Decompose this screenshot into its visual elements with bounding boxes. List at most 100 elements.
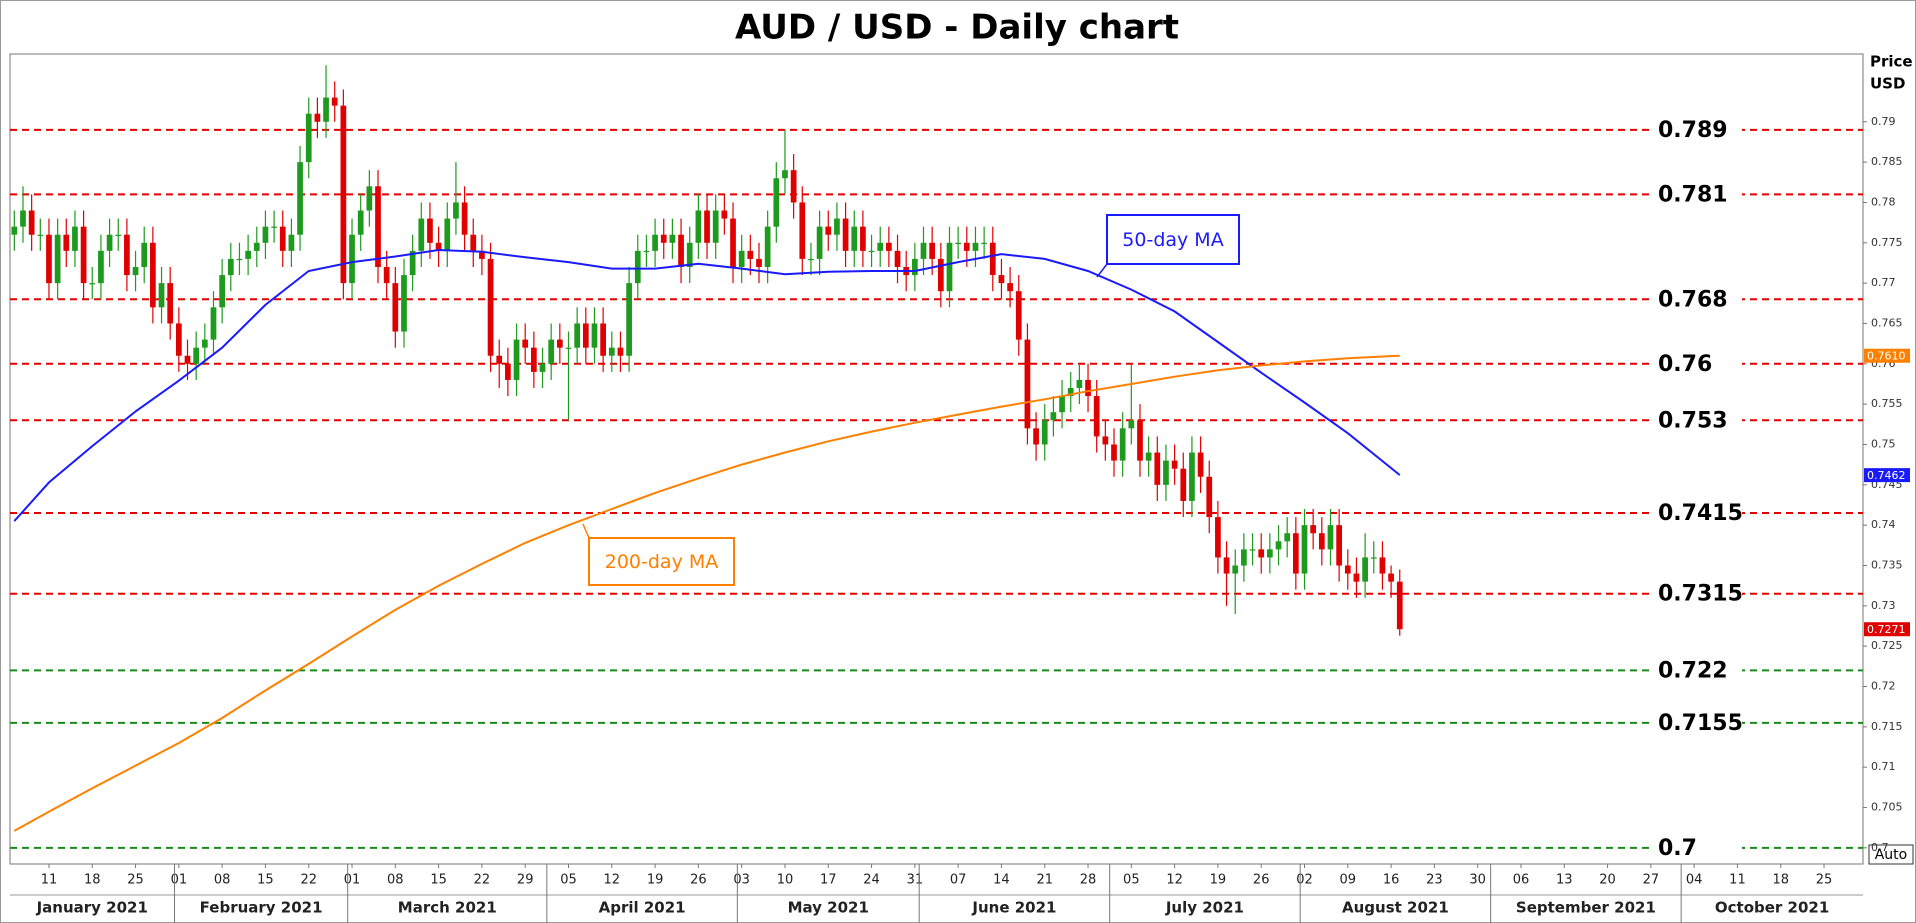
x-tick-label: 26 [690,873,707,888]
candle-body [1024,339,1031,429]
month-label: March 2021 [398,899,497,917]
y-tick-label: 0.775 [1871,236,1903,249]
candle-body [911,258,918,276]
candle-body [1085,379,1091,397]
candle-body [1353,573,1360,582]
candle-body [1223,557,1230,574]
x-tick-label: 11 [41,873,58,888]
x-tick-label: 07 [950,873,967,888]
candle-body [314,113,321,122]
x-tick-label: 18 [1772,873,1789,888]
x-tick-label: 22 [474,873,491,888]
candle-body [37,234,44,236]
candle-body [894,250,901,267]
ma-line [13,354,1400,832]
price-tag [1864,348,1910,363]
candle-body [998,275,1005,284]
auto-button[interactable]: Auto [1868,844,1914,865]
candle-body [730,218,736,267]
candle-body [288,234,295,251]
level-label-bg [1652,709,1742,736]
level-label: 0.7315 [1658,582,1743,607]
candle-body [574,323,581,348]
candle-body [851,226,858,251]
x-tick-label: 19 [647,873,664,888]
candle-body [54,234,61,284]
candle-body [366,186,373,211]
candle-body [150,242,156,308]
level-label: 0.7 [1658,836,1697,861]
x-tick-label: 11 [1729,873,1746,888]
candle-body [132,266,139,276]
button-frame[interactable] [1868,844,1914,865]
plot-frame [9,53,1864,865]
annotation-pointer [582,523,590,539]
y-tick-label: 0.705 [1871,801,1903,814]
candle-body [63,234,70,251]
candle-body [678,234,684,267]
x-tick-label: 14 [993,873,1010,888]
x-tick-label: 15 [257,873,274,888]
x-tick-label: 04 [1686,873,1703,888]
y-tick-label: 0.7 [1871,841,1889,854]
candle-body [782,170,788,179]
level-label-bg [1652,580,1742,607]
candle-body [193,347,200,364]
level-label-bg [1652,834,1742,861]
candle-body [565,347,572,349]
candle-body [487,258,494,356]
chart-title: AUD / USD - Daily chart [735,8,1179,48]
candle-body [1189,452,1195,501]
annotation-pointer [1096,263,1108,278]
candle-body [1327,525,1334,550]
x-tick-label: 21 [1036,873,1053,888]
level-label: 0.789 [1658,118,1728,143]
candle-body [531,347,537,372]
x-tick-label: 25 [1816,873,1833,888]
level-label-bg [1652,407,1742,434]
candle-body [1102,436,1109,445]
candle-body [1275,541,1282,550]
annotation-box [1106,214,1240,265]
month-label: May 2021 [788,899,869,917]
y-tick-label: 0.74 [1871,518,1896,531]
candle-body [669,234,676,243]
y-tick-label: 0.715 [1871,720,1903,733]
candle-body [1154,452,1161,485]
x-tick-label: 28 [1080,873,1097,888]
candle-body [11,226,18,235]
candle-body [963,242,970,251]
candle-body [1145,452,1152,461]
candle-body [738,250,745,267]
month-label: October 2021 [1715,899,1829,917]
x-tick-label: 12 [604,873,621,888]
candle-body [453,202,459,219]
annotation-box [588,537,735,586]
candle-body [279,226,286,251]
level-label-bg [1652,286,1742,313]
candle-body [505,363,511,380]
candle-body [539,363,546,372]
button-label[interactable]: Auto [1875,847,1908,863]
y-tick-label: 0.77 [1871,276,1896,289]
candle-body [582,323,589,348]
candle-body [158,283,165,308]
candle-body [686,242,693,267]
level-label: 0.7415 [1658,501,1743,526]
x-tick-label: 02 [1296,873,1313,888]
candle-body [860,226,866,251]
y-tick-label: 0.785 [1871,155,1903,168]
candle-body [297,162,303,235]
candle-body [427,218,433,243]
candle-body [712,210,719,243]
x-tick-label: 08 [387,873,404,888]
candle-body [1111,444,1117,461]
candle-body [470,234,477,251]
x-tick-label: 03 [733,873,750,888]
candle-body [764,226,771,267]
x-tick-label: 13 [1556,873,1573,888]
candle-body [219,275,225,308]
candle-body [331,97,338,106]
